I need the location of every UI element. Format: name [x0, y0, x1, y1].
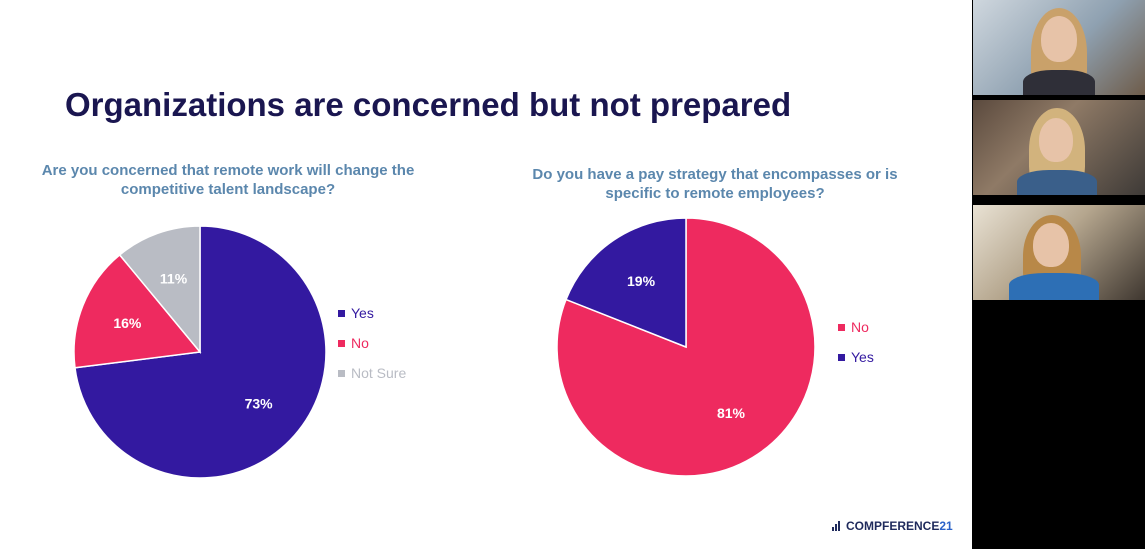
chart-2-question: Do you have a pay strategy that encompas… — [532, 166, 898, 202]
legend-label: Yes — [351, 305, 374, 321]
slide-title: Organizations are concerned but not prep… — [65, 86, 792, 123]
legend-swatch — [338, 310, 345, 317]
bars-icon — [832, 521, 841, 531]
participant-face — [1039, 118, 1073, 162]
pie-label-yes: 19% — [627, 273, 656, 289]
chart-1-legend: Yes No Not Sure — [338, 306, 406, 396]
presentation-slide: Organizations are concerned but not prep… — [41, 86, 953, 533]
pie-label-no: 16% — [113, 315, 142, 331]
legend-item-not-sure: Not Sure — [338, 366, 406, 381]
legend-swatch — [838, 324, 845, 331]
legend-swatch — [838, 354, 845, 361]
legend-label: No — [351, 335, 369, 351]
brand-logo: COMPFERENCE 21 — [832, 519, 953, 533]
legend-label: Not Sure — [351, 365, 407, 381]
chart-1-question: Are you concerned that remote work will … — [41, 162, 415, 198]
pie-label-yes: 73% — [245, 396, 274, 412]
brand-number: 21 — [939, 519, 953, 533]
legend-swatch — [338, 340, 345, 347]
legend-item-no: No — [838, 320, 874, 335]
legend-item-yes: Yes — [338, 306, 406, 321]
legend-swatch — [338, 370, 345, 377]
pie-slice-not-sure — [118, 225, 201, 355]
participant-face — [1033, 223, 1069, 267]
participant-video-tile[interactable] — [973, 100, 1145, 195]
brand-name: COMPFERENCE — [846, 519, 940, 533]
legend-label: Yes — [851, 349, 874, 365]
participant-torso — [1023, 70, 1095, 95]
pie-label-no: 81% — [717, 405, 746, 421]
legend-item-yes: Yes — [838, 350, 874, 365]
participant-torso — [1017, 170, 1097, 195]
pie-slice-no — [73, 253, 202, 369]
pie-chart-pay-strategy: 81% 19% — [556, 217, 816, 477]
pie-chart-concerned: 73% 16% 11% — [73, 225, 327, 479]
chart-2-legend: No Yes — [838, 320, 874, 380]
pie-slice-yes — [565, 217, 687, 349]
pie-label-not-sure: 11% — [160, 270, 188, 286]
legend-label: No — [851, 319, 869, 335]
participant-video-tile[interactable] — [973, 205, 1145, 300]
legend-item-no: No — [338, 336, 406, 351]
participant-face — [1041, 16, 1077, 62]
participant-torso — [1009, 273, 1099, 300]
participant-video-tile[interactable] — [973, 0, 1145, 95]
participant-video-strip — [972, 0, 1145, 549]
